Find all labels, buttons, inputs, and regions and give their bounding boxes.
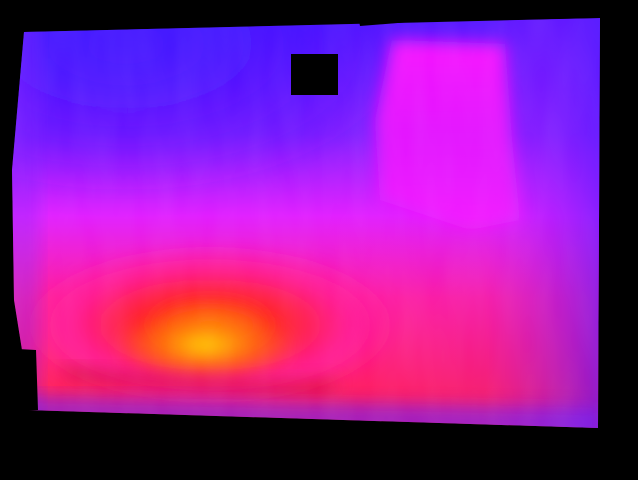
- top-right-gap: [355, 0, 638, 26]
- left-edge-gap: [0, 348, 38, 412]
- depth-hole: [291, 54, 338, 95]
